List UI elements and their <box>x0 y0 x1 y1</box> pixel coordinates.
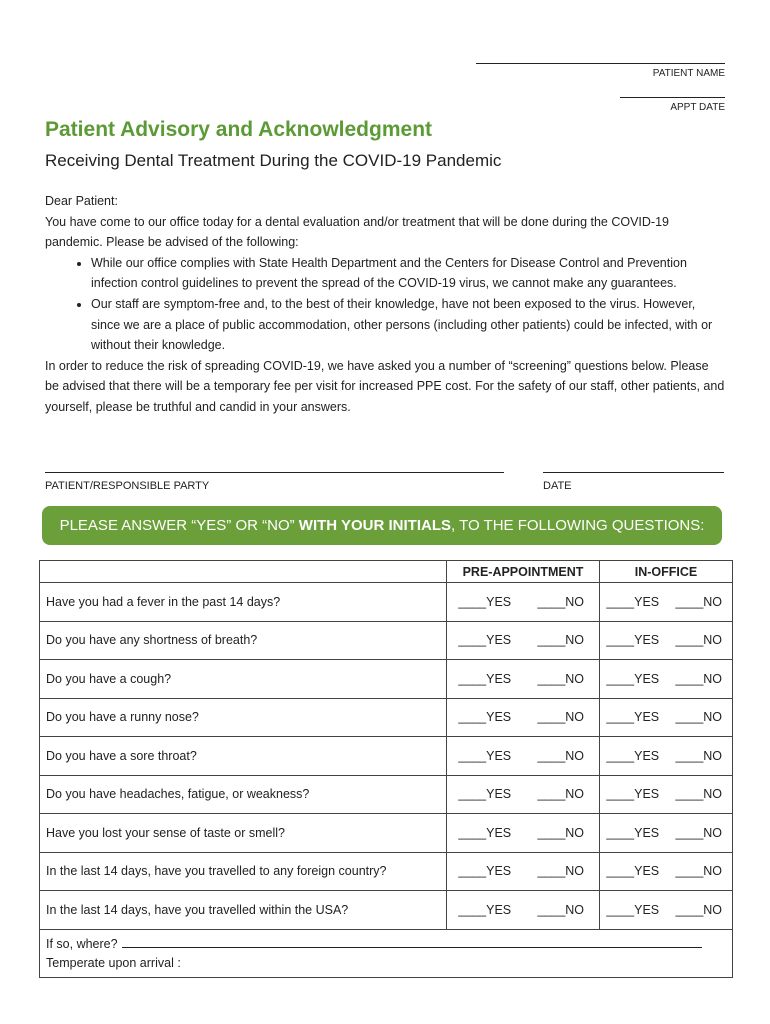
body: Dear Patient: You have come to our offic… <box>45 191 725 418</box>
question-row: In the last 14 days, have you travelled … <box>39 851 733 891</box>
question-row: Do you have a runny nose? ____YES ____NO __… <box>39 697 733 737</box>
question-row: Have you lost your sense of taste or sme… <box>39 813 733 853</box>
where-label: If so, where? <box>46 936 118 951</box>
question: Do you have any shortness of breath? <box>39 620 447 660</box>
option: ____NO <box>522 736 600 776</box>
table-body: PRE-APPOINTMENT IN-OFFICE Have you had a … <box>39 560 733 978</box>
question: Do you have a cough? <box>39 659 447 699</box>
option: ____YES <box>599 851 666 891</box>
banner-text: , TO THE FOLLOWING QUESTIONS: <box>451 517 705 534</box>
option: ____YES <box>446 890 523 930</box>
option: ____NO <box>665 813 733 853</box>
question: Do you have a runny nose? <box>39 697 447 737</box>
option: ____YES <box>599 774 666 814</box>
question: Do you have headaches, fatigue, or weakn… <box>39 774 447 814</box>
question: In the last 14 days, have you travelled … <box>39 890 447 930</box>
temperature-label: Temperate upon arrival : <box>46 955 181 970</box>
option: ____YES <box>446 736 523 776</box>
questionnaire: PRE-APPOINTMENT IN-OFFICE Have you had a … <box>39 560 733 978</box>
option: ____NO <box>665 697 733 737</box>
date-line <box>620 97 725 98</box>
blank-header <box>39 560 447 583</box>
option: ____NO <box>522 813 600 853</box>
where-line: If so, where? <box>46 934 726 954</box>
option: ____YES <box>599 890 666 930</box>
appt-date-label: APPT DATE <box>670 102 725 113</box>
column-header: PRE-APPOINTMENT <box>446 560 600 583</box>
greeting: Dear Patient: <box>45 194 118 208</box>
subtitle: Receiving Dental Treatment During the CO… <box>45 151 502 170</box>
title: Patient Advisory and Acknowledgment <box>45 118 433 141</box>
banner-bold: WITH YOUR INITIALS <box>298 517 452 534</box>
option: ____YES <box>599 813 666 853</box>
option: ____YES <box>446 659 523 699</box>
intro: You have come to our office today for a … <box>45 214 669 250</box>
bullet: Our staff are symptom-free and, to the b… <box>91 294 725 356</box>
bullet-list: While our office complies with State Hea… <box>45 253 725 356</box>
option: ____NO <box>665 582 733 622</box>
question: In the last 14 days, have you travelled … <box>39 851 447 891</box>
footer-row: If so, where? Temperate upon arrival : <box>39 928 733 978</box>
question-row: In the last 14 days, have you travelled … <box>39 890 733 930</box>
date-line <box>543 472 724 473</box>
option: ____YES <box>599 736 666 776</box>
question-row: Do you have headaches, fatigue, or weakn… <box>39 774 733 814</box>
signature-line <box>45 472 504 473</box>
option: ____YES <box>599 697 666 737</box>
footer-cell: If so, where? Temperate upon arrival : <box>39 928 733 978</box>
option: ____YES <box>446 774 523 814</box>
option: ____NO <box>522 890 600 930</box>
option: ____YES <box>599 659 666 699</box>
option: ____NO <box>522 774 600 814</box>
option: ____NO <box>522 659 600 699</box>
name-line <box>476 63 725 64</box>
option: ____YES <box>599 620 666 660</box>
option: ____NO <box>665 890 733 930</box>
question: Have you lost your sense of taste or sme… <box>39 813 447 853</box>
option: ____NO <box>522 582 600 622</box>
option: ____YES <box>446 813 523 853</box>
option: ____NO <box>522 697 600 737</box>
date-label: DATE <box>543 480 572 492</box>
question-row: Do you have a cough? ____YES ____NO ____YES… <box>39 659 733 699</box>
bullet: While our office complies with State Hea… <box>91 253 725 294</box>
question-row: Do you have a sore throat? ____YES ____NO _… <box>39 736 733 776</box>
option: ____NO <box>522 620 600 660</box>
option: ____NO <box>665 736 733 776</box>
question: Do you have a sore throat? <box>39 736 447 776</box>
option: ____NO <box>522 851 600 891</box>
patient-name-label: PATIENT NAME <box>652 68 725 79</box>
option: ____YES <box>599 582 666 622</box>
question-row: Have you had a fever in the past 14 days… <box>39 582 733 622</box>
header-row: PRE-APPOINTMENT IN-OFFICE <box>39 560 733 583</box>
banner: PLEASE ANSWER “YES” OR “NO” WITH YOUR IN… <box>42 506 722 545</box>
party-label: PATIENT/RESPONSIBLE PARTY <box>45 480 210 492</box>
closing: In order to reduce the risk of spreading… <box>45 358 725 414</box>
option: ____NO <box>665 851 733 891</box>
option: ____NO <box>665 774 733 814</box>
question: Have you had a fever in the past 14 days… <box>39 582 447 622</box>
option: ____YES <box>446 697 523 737</box>
option: ____YES <box>446 582 523 622</box>
option: ____NO <box>665 620 733 660</box>
banner-text: PLEASE ANSWER “YES” OR “NO” <box>59 517 299 534</box>
option: ____YES <box>446 851 523 891</box>
column-header: IN-OFFICE <box>599 560 733 583</box>
option: ____YES <box>446 620 523 660</box>
option: ____NO <box>665 659 733 699</box>
question-row: Do you have any shortness of breath? ____… <box>39 620 733 660</box>
where-blank <box>121 934 702 948</box>
